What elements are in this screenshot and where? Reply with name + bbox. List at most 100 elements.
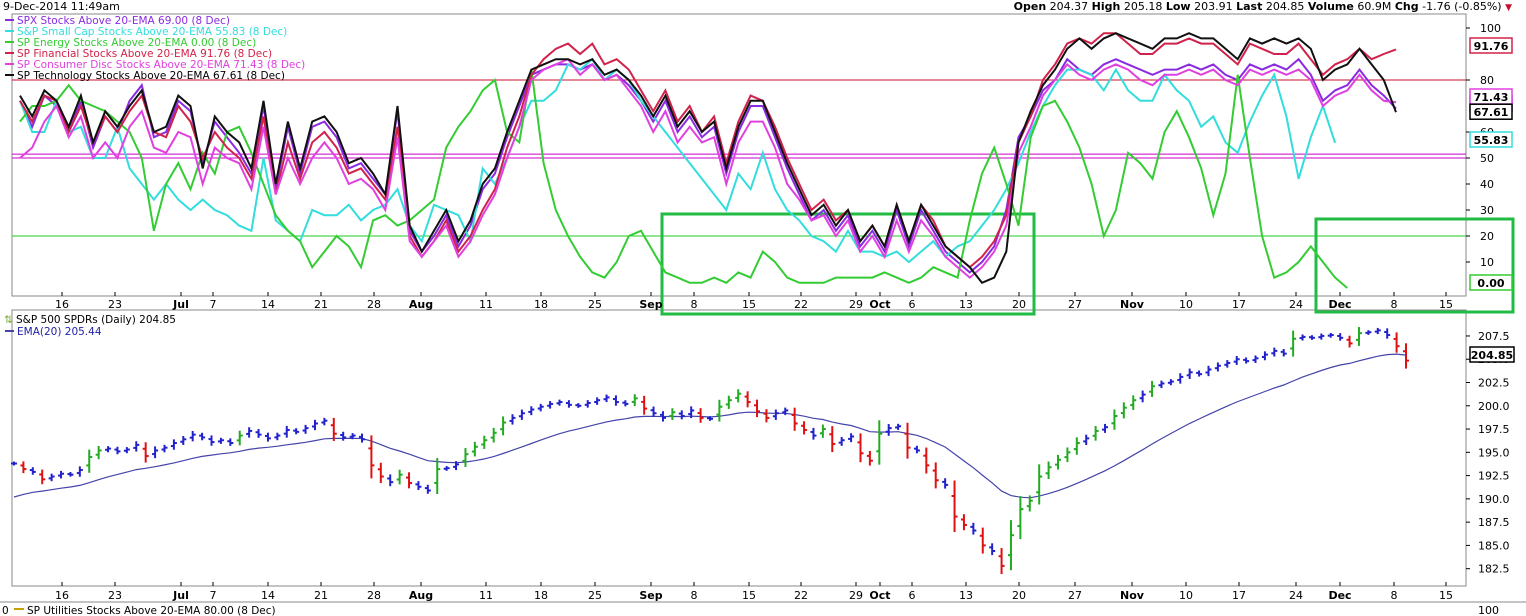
x-tick-label: 17 — [1232, 298, 1246, 311]
last-label: Last — [1236, 0, 1263, 13]
open-label: Open — [1013, 0, 1047, 13]
price-x-tick-label: 15 — [742, 589, 756, 602]
x-tick-label: 13 — [959, 298, 973, 311]
x-tick-label: 8 — [691, 298, 698, 311]
high-value: 205.18 — [1123, 0, 1163, 13]
low-label: Low — [1165, 0, 1191, 13]
down-arrow-icon: ▼ — [1505, 3, 1512, 13]
price-x-tick-label: 22 — [794, 589, 808, 602]
y-tick-label: 80 — [1480, 74, 1494, 87]
chg-value: -1.76 (-0.85%) — [1422, 0, 1502, 13]
x-tick-label: 7 — [210, 298, 217, 311]
price-y-tick-label: 200.0 — [1478, 400, 1510, 413]
price-x-tick-label: Dec — [1328, 589, 1351, 602]
x-tick-label: 8 — [1391, 298, 1398, 311]
tag-text: 0.00 — [1477, 277, 1504, 290]
price-x-tick-label: Sep — [639, 589, 662, 602]
ema-line — [13, 353, 1407, 499]
price-panel-frame — [11, 309, 1467, 587]
chart-date: 9-Dec-2014 11:49am — [3, 0, 120, 13]
tag-box — [1469, 103, 1513, 120]
highlight-box-dec — [1314, 217, 1515, 314]
price-x-tick-label: 25 — [588, 589, 602, 602]
price-y-tick-label: 192.5 — [1478, 470, 1510, 483]
x-tick-label: 22 — [794, 298, 808, 311]
price-x-tick-label: 29 — [849, 589, 863, 602]
x-tick-label: 25 — [588, 298, 602, 311]
tag-text: 67.61 — [1474, 106, 1509, 119]
price-x-tick-label: 27 — [1068, 589, 1082, 602]
chg-label: Chg — [1394, 0, 1419, 13]
tag-box — [1469, 37, 1513, 54]
volume-label: Volume — [1307, 0, 1354, 13]
legend-label-1: S&P Small Cap Stocks Above 20-EMA 55.83 … — [17, 26, 287, 38]
price-tag-text: 204.85 — [1471, 349, 1513, 362]
price-x-tick-label: 23 — [108, 589, 122, 602]
breadth-panel-frame — [11, 13, 1467, 297]
open-value: 204.37 — [1049, 0, 1089, 13]
x-tick-label: 28 — [367, 298, 381, 311]
price-x-tick-label: 7 — [210, 589, 217, 602]
x-tick-label: 15 — [1439, 298, 1453, 311]
x-tick-label: 29 — [849, 298, 863, 311]
high-label: High — [1091, 0, 1121, 13]
price-y-tick-label: 207.5 — [1478, 330, 1510, 343]
legend-label-0: SPX Stocks Above 20-EMA 69.00 (8 Dec) — [17, 15, 230, 27]
price-x-tick-label: 28 — [367, 589, 381, 602]
x-tick-label: Aug — [409, 298, 433, 311]
price-legend-icon: ⇅ — [4, 314, 13, 326]
legend-label-5: SP Technology Stocks Above 20-EMA 67.61 … — [17, 70, 285, 82]
price-x-tick-label: 13 — [959, 589, 973, 602]
tag-text: 55.83 — [1474, 134, 1509, 147]
last-value-tag-1: 55.83 — [1469, 131, 1513, 148]
ema-legend-label: EMA(20) 205.44 — [17, 326, 102, 338]
x-tick-label: 15 — [742, 298, 756, 311]
price-x-tick-label: 11 — [479, 589, 493, 602]
price-y-tick-label: 182.5 — [1478, 563, 1510, 576]
price-x-tick-label: 8 — [1391, 589, 1398, 602]
price-tag-box — [1469, 346, 1515, 363]
x-tick-label: Sep — [639, 298, 662, 311]
y-tick-label: 20 — [1480, 230, 1494, 243]
series-line-3 — [19, 32, 1397, 269]
price-x-tick-label: 18 — [534, 589, 548, 602]
low-value: 203.91 — [1194, 0, 1233, 13]
series-line-0 — [19, 57, 1397, 274]
x-tick-label: 24 — [1289, 298, 1303, 311]
price-x-tick-label: Jul — [172, 589, 189, 602]
x-tick-label: Nov — [1120, 298, 1145, 311]
last-value-tag-4: 71.43 — [1469, 88, 1513, 105]
x-tick-label: Dec — [1328, 298, 1351, 311]
y-tick-label: 50 — [1480, 152, 1494, 165]
last-price-tag: 204.85 — [1469, 346, 1515, 363]
y-tick-label: 40 — [1480, 178, 1494, 191]
utilities-y-tick-label: 100 — [1478, 604, 1499, 616]
price-y-tick-label: 190.0 — [1478, 493, 1510, 506]
price-y-tick-label: 202.5 — [1478, 377, 1510, 390]
legend-label-4: SP Consumer Disc Stocks Above 20-EMA 71.… — [17, 59, 305, 71]
x-tick-label: Oct — [869, 298, 890, 311]
series-line-5 — [19, 32, 1397, 285]
price-x-tick-label: Nov — [1120, 589, 1145, 602]
y-tick-label: 100 — [1480, 22, 1501, 35]
price-x-tick-label: 14 — [261, 589, 275, 602]
y-tick-label: 30 — [1480, 204, 1494, 217]
tag-box — [1469, 274, 1513, 291]
legend-label-2: SP Energy Stocks Above 20-EMA 0.00 (8 De… — [17, 37, 256, 49]
x-tick-label: 21 — [314, 298, 328, 311]
price-y-tick-label: 197.5 — [1478, 423, 1510, 436]
legend-label-3: SP Financial Stocks Above 20-EMA 91.76 (… — [17, 48, 272, 60]
price-x-tick-label: 20 — [1012, 589, 1026, 602]
utilities-left-tick: 0 — [2, 605, 9, 616]
tag-text: 71.43 — [1474, 91, 1509, 104]
utilities-legend-label: SP Utilities Stocks Above 20-EMA 80.00 (… — [27, 605, 276, 616]
x-tick-label: 20 — [1012, 298, 1026, 311]
volume-value: 60.9M — [1357, 0, 1392, 13]
price-y-tick-label: 187.5 — [1478, 516, 1510, 529]
price-legend-title: S&P 500 SPDRs (Daily) 204.85 — [16, 314, 176, 326]
x-tick-label: Jul — [172, 298, 189, 311]
tag-box — [1469, 131, 1513, 148]
series-line-4 — [19, 57, 1397, 279]
price-y-tick-label: 195.0 — [1478, 446, 1510, 459]
